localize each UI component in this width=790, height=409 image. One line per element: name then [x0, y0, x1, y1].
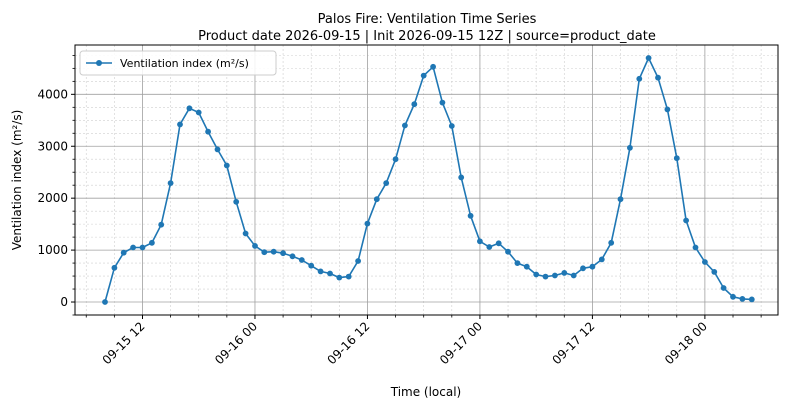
legend-box [79, 50, 277, 76]
chart-subtitle: Product date 2026-09-15 | Init 2026-09-1… [198, 29, 656, 44]
data-point [195, 109, 202, 116]
y-axis-label: Ventilation index (m²/s) [10, 110, 24, 251]
data-point [149, 239, 155, 246]
data-point [402, 122, 408, 129]
data-point [289, 253, 296, 260]
data-point [205, 128, 212, 135]
x-tick-label: 09-16 12 [325, 319, 373, 367]
data-point [111, 264, 118, 271]
data-point [552, 272, 558, 279]
data-point [533, 271, 540, 278]
data-point [505, 248, 511, 255]
data-point [430, 63, 436, 70]
data-point [702, 259, 708, 265]
data-point [139, 244, 146, 251]
data-point [748, 296, 755, 303]
data-point [392, 156, 399, 163]
data-point [627, 144, 633, 151]
axis-ticks [71, 54, 762, 319]
data-point [411, 101, 418, 108]
data-point [327, 270, 333, 277]
data-point [477, 238, 483, 245]
data-point [420, 72, 427, 79]
data-point [720, 285, 727, 291]
y-tick-label: 0 [60, 295, 68, 309]
data-point [364, 220, 371, 227]
data-point [223, 162, 230, 169]
data-point [655, 74, 661, 81]
data-point [177, 121, 183, 128]
data-point [664, 106, 671, 113]
data-point [730, 293, 736, 300]
data-point [486, 244, 493, 250]
data-point [570, 272, 577, 279]
data-point [580, 265, 586, 272]
y-tick-label: 1000 [37, 243, 68, 257]
y-tick-label: 3000 [37, 139, 68, 153]
data-point [383, 180, 390, 187]
data-point [336, 274, 343, 281]
x-tick-label: 09-15 12 [100, 319, 148, 367]
series-line [104, 57, 752, 303]
data-point [636, 75, 643, 82]
data-layer [102, 55, 755, 305]
data-point [617, 196, 624, 203]
data-point [280, 250, 286, 257]
plot-frame [74, 44, 779, 316]
x-tick-label: 09-18 00 [662, 319, 710, 367]
data-point [130, 244, 137, 251]
data-point [158, 221, 165, 228]
data-point [458, 174, 465, 181]
x-axis-label: Time (local) [390, 385, 462, 399]
data-point [214, 146, 221, 153]
data-point [542, 273, 549, 280]
data-point [102, 299, 108, 305]
data-point [561, 270, 568, 276]
data-point [711, 269, 718, 275]
data-point [448, 123, 455, 129]
data-point [739, 296, 746, 302]
x-tick-label: 09-17 00 [437, 319, 485, 367]
data-point [252, 243, 258, 249]
data-point [495, 240, 502, 247]
data-point [167, 180, 174, 187]
data-point [120, 249, 127, 256]
data-point [673, 155, 680, 162]
legend[interactable]: Ventilation index (m²/s) [79, 50, 277, 76]
data-point [373, 196, 380, 203]
tick-labels: 09-15 12 09-16 00 09-16 12 09-17 00 09-17 12… [37, 87, 710, 367]
data-point [692, 244, 699, 251]
data-point [298, 257, 305, 263]
data-point [355, 258, 361, 264]
data-point [523, 263, 530, 270]
data-point [589, 263, 596, 270]
chart-title: Palos Fire: Ventilation Time Series [318, 12, 537, 27]
legend-marker-swatch [96, 60, 102, 66]
data-point [683, 217, 689, 224]
y-tick-label: 4000 [37, 87, 68, 101]
data-point [645, 55, 652, 61]
data-point [242, 230, 249, 237]
data-point [608, 239, 615, 246]
data-point [261, 249, 268, 256]
data-point [467, 212, 474, 219]
legend-entry-label: Ventilation index (m²/s) [120, 57, 249, 70]
major-grid [75, 45, 778, 315]
data-point [270, 248, 277, 255]
y-tick-label: 2000 [37, 191, 68, 205]
data-point [345, 273, 352, 280]
data-point [317, 268, 324, 275]
data-point [308, 262, 315, 269]
x-tick-label: 09-17 12 [549, 319, 597, 367]
data-point [598, 256, 605, 263]
data-point [186, 105, 193, 112]
minor-grid [75, 45, 778, 316]
data-point [514, 260, 521, 266]
data-point [233, 198, 240, 205]
x-tick-label: 09-16 00 [212, 319, 260, 367]
data-point [439, 99, 446, 106]
